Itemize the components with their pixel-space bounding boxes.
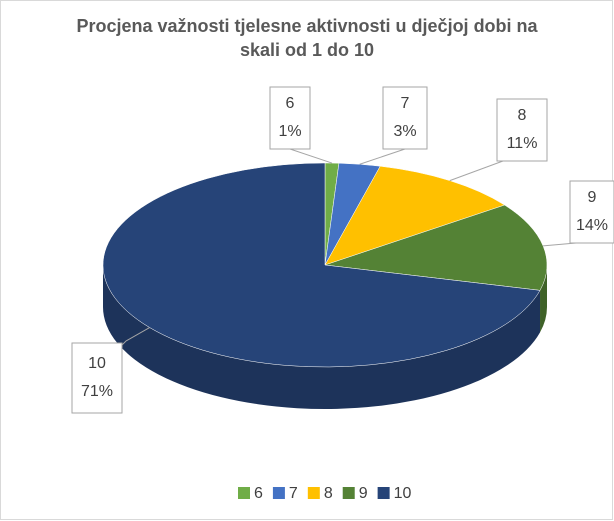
slice-side — [103, 265, 541, 409]
label-value: 71% — [81, 383, 113, 400]
label-box — [269, 86, 311, 150]
legend-swatch — [238, 487, 250, 499]
slice — [324, 204, 548, 291]
slice-side — [540, 265, 547, 333]
legend-label: 9 — [359, 485, 368, 502]
label-category: 8 — [518, 107, 527, 124]
label-value: 1% — [278, 123, 301, 140]
leader-line — [449, 160, 504, 182]
slice — [324, 165, 506, 266]
legend-label: 10 — [394, 485, 412, 502]
label-category: 10 — [88, 355, 106, 372]
leader-line — [289, 148, 333, 164]
label-value: 3% — [393, 123, 416, 140]
label-box — [569, 180, 614, 244]
legend-label: 7 — [289, 485, 298, 502]
label-category: 9 — [588, 189, 597, 206]
label-value: 11% — [507, 135, 538, 152]
label-value: 14% — [576, 217, 608, 234]
label-box — [382, 86, 428, 150]
legend-label: 8 — [324, 485, 333, 502]
label-box — [71, 342, 123, 414]
legend-label: 6 — [254, 485, 263, 502]
legend-swatch — [307, 487, 320, 499]
legend-swatch — [272, 487, 285, 499]
chart-title: Procjena važnosti tjelesne aktivnosti u … — [76, 16, 538, 60]
legend-swatch — [377, 487, 390, 499]
label-category: 6 — [286, 95, 295, 112]
leader-line — [359, 148, 406, 165]
label-category: 7 — [401, 95, 410, 112]
legend-swatch — [342, 487, 355, 499]
label-box — [496, 98, 548, 162]
